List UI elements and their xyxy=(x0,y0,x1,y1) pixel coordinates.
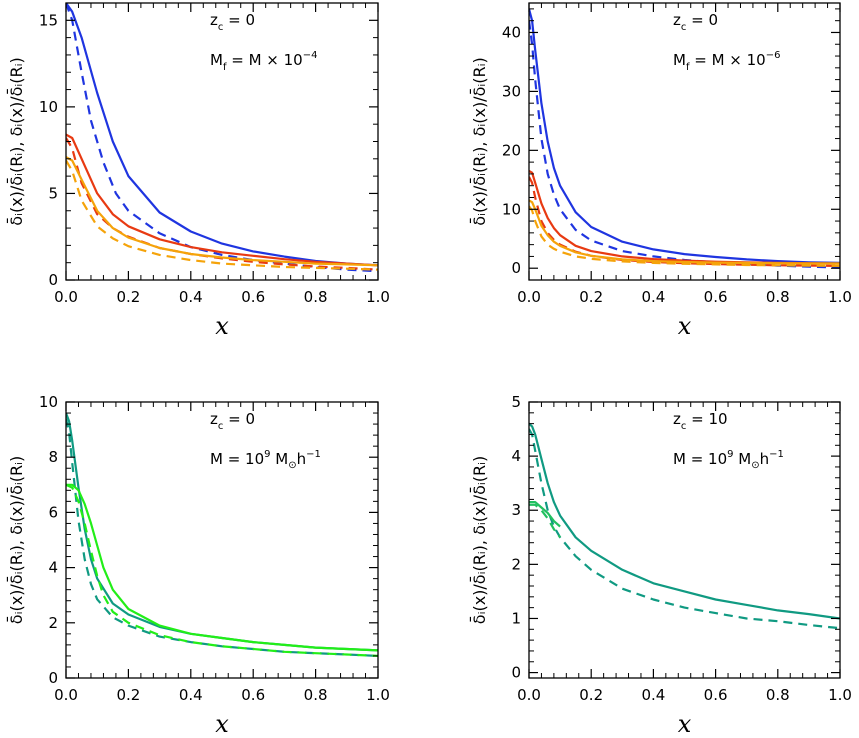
y-axis-label: δ̄ᵢ(x)/δ̄ᵢ(Rᵢ), δᵢ(x)/δ̄ᵢ(Rᵢ) xyxy=(7,57,26,225)
series-green-dashed xyxy=(529,503,561,538)
x-tick-label: 0.4 xyxy=(641,686,665,704)
y-tick-label: 0 xyxy=(511,259,521,277)
series-orange-solid xyxy=(529,199,840,265)
y-tick-label: 6 xyxy=(48,503,58,521)
y-tick-label: 4 xyxy=(511,447,521,465)
annotation-line-2: M = 109 M⊙h−1 xyxy=(673,449,784,471)
panel-3: 0.0 0.2 0.4 0.6 0.8 1.0 0 2 4 6 8 10 x δ̄ᵢ(x)/δ̄ᵢ(Rᵢ)… xyxy=(7,393,390,738)
y-axis-label: δ̄ᵢ(x)/δ̄ᵢ(Rᵢ), δᵢ(x)/δ̄ᵢ(Rᵢ) xyxy=(470,57,489,225)
panel-2: 0.0 0.2 0.4 0.6 0.8 1.0 0 10 20 30 40 x δ̄ᵢ(x)/δ̄ᵢ(R… xyxy=(470,2,852,340)
x-axis-label: x xyxy=(678,312,692,340)
x-tick-label: 0.2 xyxy=(579,288,603,306)
panel-4: 0.0 0.2 0.4 0.6 0.8 1.0 0 1 2 3 4 5 x δ̄ᵢ(x)/δ̄ᵢ(Rᵢ),… xyxy=(470,393,852,738)
series-orange-dashed xyxy=(66,159,378,271)
annotation-line-1: zc = 0 xyxy=(210,410,255,432)
annotation-line-1: zc = 10 xyxy=(673,410,728,432)
annotation-line-2: M = 109 M⊙h−1 xyxy=(210,449,321,471)
y-tick-label: 0 xyxy=(48,669,58,687)
series-red-solid xyxy=(529,170,840,265)
x-tick-label: 0.6 xyxy=(704,288,728,306)
x-axis-label: x xyxy=(215,710,229,738)
y-tick-label: 1 xyxy=(511,609,521,627)
series-green-solid xyxy=(66,483,378,652)
series-blue-solid xyxy=(66,3,378,267)
x-tick-label: 0.0 xyxy=(517,288,541,306)
y-tick-label: 30 xyxy=(502,82,521,100)
annotation-line-2: Mf = M × 10−6 xyxy=(673,50,780,73)
y-tick-label: 10 xyxy=(502,200,521,218)
series-teal-solid xyxy=(66,412,378,652)
annotation-line-1: zc = 0 xyxy=(210,11,255,33)
x-tick-label: 0.0 xyxy=(54,288,78,306)
y-tick-label: 10 xyxy=(39,98,58,116)
x-tick-label: 0.0 xyxy=(517,686,541,704)
y-tick-label: 4 xyxy=(48,559,58,577)
x-tick-label: 0.4 xyxy=(179,686,203,704)
series-green-solid xyxy=(529,501,561,528)
series-teal-solid xyxy=(529,422,840,620)
x-tick-label: 0.2 xyxy=(116,686,140,704)
series-group xyxy=(66,3,378,273)
x-tick-label: 0.8 xyxy=(766,288,790,306)
y-tick-label: 0 xyxy=(48,271,58,289)
series-red-dashed xyxy=(66,137,378,271)
series-green-dashed xyxy=(66,483,378,657)
series-red-solid xyxy=(66,133,378,267)
series-teal-dashed xyxy=(66,418,378,657)
x-tick-label: 0.2 xyxy=(116,288,140,306)
y-tick-label: 8 xyxy=(48,448,58,466)
y-tick-label: 3 xyxy=(511,501,521,519)
x-tick-label: 0.8 xyxy=(766,686,790,704)
x-axis-label: x xyxy=(678,710,692,738)
y-tick-label: 10 xyxy=(39,393,58,411)
series-group xyxy=(529,422,840,630)
x-tick-label: 1.0 xyxy=(366,288,390,306)
plot-frame xyxy=(528,2,841,281)
x-tick-label: 0.0 xyxy=(54,686,78,704)
y-tick-label: 5 xyxy=(48,184,58,202)
series-orange-solid xyxy=(66,156,378,267)
series-teal-dashed xyxy=(529,428,840,630)
x-tick-label: 0.8 xyxy=(304,686,328,704)
x-tick-label: 1.0 xyxy=(366,686,390,704)
y-tick-label: 40 xyxy=(502,23,521,41)
series-group xyxy=(66,412,378,657)
y-axis-label: δ̄ᵢ(x)/δ̄ᵢ(Rᵢ), δᵢ(x)/δ̄ᵢ(Rᵢ) xyxy=(7,456,26,624)
x-tick-label: 0.6 xyxy=(241,288,265,306)
series-blue-dashed xyxy=(66,3,378,273)
series-orange-dashed xyxy=(529,205,840,267)
x-tick-label: 0.4 xyxy=(179,288,203,306)
x-tick-label: 1.0 xyxy=(828,288,852,306)
y-tick-label: 20 xyxy=(502,141,521,159)
panel-1: 0.0 0.2 0.4 0.6 0.8 1.0 0 5 10 15 x δ̄ᵢ(x)/δ̄ᵢ(Rᵢ),… xyxy=(7,2,390,340)
y-tick-label: 15 xyxy=(39,11,58,29)
x-tick-label: 0.8 xyxy=(304,288,328,306)
y-tick-label: 5 xyxy=(511,393,521,411)
annotation-line-2: Mf = M × 10−4 xyxy=(210,50,317,73)
x-tick-label: 0.4 xyxy=(641,288,665,306)
x-tick-label: 0.6 xyxy=(704,686,728,704)
y-tick-label: 2 xyxy=(511,555,521,573)
plot-frame xyxy=(65,401,379,679)
annotation-line-1: zc = 0 xyxy=(673,11,718,33)
plot-frame xyxy=(528,401,841,679)
y-tick-label: 0 xyxy=(511,664,521,682)
series-blue-solid xyxy=(529,8,840,264)
x-tick-label: 1.0 xyxy=(828,686,852,704)
y-axis-label: δ̄ᵢ(x)/δ̄ᵢ(Rᵢ), δᵢ(x)/δ̄ᵢ(Rᵢ) xyxy=(470,456,489,624)
x-axis-label: x xyxy=(215,312,229,340)
y-tick-label: 2 xyxy=(48,614,58,632)
series-group xyxy=(529,8,840,269)
x-tick-label: 0.2 xyxy=(579,686,603,704)
x-tick-label: 0.6 xyxy=(241,686,265,704)
